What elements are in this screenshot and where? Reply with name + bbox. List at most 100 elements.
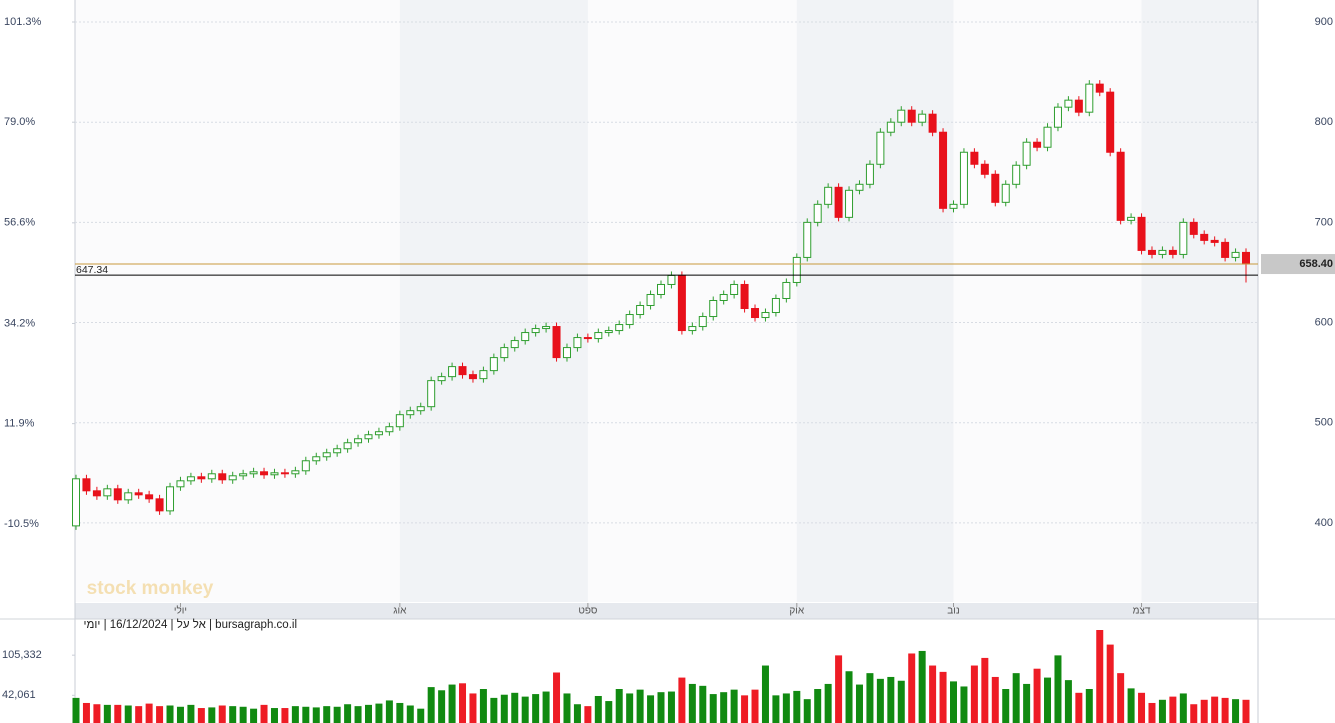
volume-bar — [1023, 683, 1031, 723]
volume-bar — [793, 690, 801, 723]
volume-bar — [323, 706, 331, 723]
volume-bar — [1064, 680, 1072, 723]
volume-bar — [1044, 677, 1052, 723]
candle-body — [228, 475, 237, 481]
candle-body — [291, 470, 300, 475]
y2-tick-label: 56.6% — [4, 217, 35, 229]
volume-bar — [291, 706, 299, 723]
volume-bar — [741, 695, 749, 723]
volume-bar — [365, 704, 372, 723]
plot-background — [75, 0, 1258, 602]
y-tick-label: 600 — [1315, 316, 1333, 328]
candle-body — [688, 326, 697, 332]
candle-body — [406, 410, 415, 416]
volume-bar — [1179, 693, 1187, 723]
volume-bar — [1221, 697, 1229, 723]
candle-body — [824, 186, 833, 205]
volume-bar — [709, 694, 717, 723]
volume-bar — [312, 707, 320, 723]
candle-body — [959, 151, 968, 205]
candle-body — [876, 131, 885, 165]
reference-label: 647.34 — [76, 264, 108, 276]
volume-bar — [918, 650, 926, 723]
volume-bar — [103, 704, 111, 723]
candle-body — [907, 109, 916, 123]
volume-bar — [1054, 655, 1062, 723]
volume-bar — [375, 703, 383, 723]
candle-body — [886, 121, 895, 133]
volume-bar — [772, 695, 780, 723]
volume-bar — [845, 671, 853, 723]
volume-bar — [814, 689, 822, 723]
candle-body — [1095, 83, 1104, 93]
volume-bar — [970, 665, 978, 723]
candle-body — [458, 366, 467, 376]
candle-body — [416, 406, 425, 412]
y-tick-label: 900 — [1315, 16, 1333, 28]
volume-bar — [1117, 673, 1125, 723]
candle-body — [145, 494, 154, 500]
y-tick-label: 500 — [1315, 417, 1333, 429]
y2-tick-label: 79.0% — [4, 116, 35, 128]
volume-bar — [1033, 668, 1041, 723]
volume-bar — [72, 697, 80, 723]
candle-body — [562, 347, 571, 359]
volume-bar — [417, 708, 425, 723]
volume-bar — [427, 687, 435, 723]
volume-bar — [448, 684, 456, 723]
watermark: stock monkey — [87, 578, 214, 599]
volume-bar — [950, 681, 957, 723]
x-tick-label: נוב — [947, 606, 960, 617]
candle-body — [845, 189, 854, 218]
candle-body — [1147, 249, 1156, 255]
volume-bar — [876, 678, 884, 723]
y2-tick-label: 101.3% — [4, 16, 42, 28]
candle-body — [521, 332, 530, 342]
candle-body — [1137, 216, 1146, 251]
volume-tick-label: 42,061 — [2, 689, 36, 701]
y2-tick-label: 34.2% — [4, 317, 35, 329]
volume-bar — [197, 708, 205, 723]
candle-body — [207, 473, 216, 480]
volume-bar — [1190, 704, 1198, 723]
volume-bar — [333, 706, 341, 723]
volume-bar — [1211, 696, 1219, 723]
volume-bar — [438, 690, 446, 723]
candle-body — [395, 414, 404, 428]
candle-body — [239, 473, 248, 477]
volume-bar — [981, 657, 989, 723]
volume-bar — [887, 676, 895, 723]
volume-bar — [135, 706, 143, 723]
volume-bar — [281, 708, 289, 723]
candle-body — [500, 347, 509, 359]
x-tick-label: אוק — [789, 606, 804, 617]
candle-body — [427, 380, 436, 408]
candle-body — [667, 274, 676, 285]
candle-body — [322, 452, 331, 458]
candle-body — [771, 297, 780, 314]
volume-tick-label: 105,332 — [2, 649, 42, 661]
candle-body — [1064, 99, 1073, 108]
candle-body — [573, 337, 582, 349]
candle-body — [197, 476, 206, 480]
volume-bar — [459, 683, 467, 723]
month-band — [1141, 0, 1258, 602]
volume-bar — [615, 689, 623, 723]
candle-body — [103, 488, 112, 497]
candle-body — [124, 492, 133, 501]
volume-bar — [960, 686, 968, 723]
volume-bar — [866, 673, 874, 723]
x-tick-label: יולי — [174, 605, 187, 617]
candle-body — [1012, 164, 1021, 185]
y-tick-label: 700 — [1315, 216, 1333, 228]
volume-bar — [250, 708, 258, 723]
volume-bar — [678, 677, 686, 723]
candle-body — [364, 434, 373, 440]
volume-bar — [897, 680, 905, 723]
candle-body — [354, 438, 363, 444]
volume-bar — [667, 691, 675, 723]
volume-bar — [605, 701, 613, 723]
volume-bar — [500, 694, 508, 723]
candle-body — [489, 357, 498, 372]
